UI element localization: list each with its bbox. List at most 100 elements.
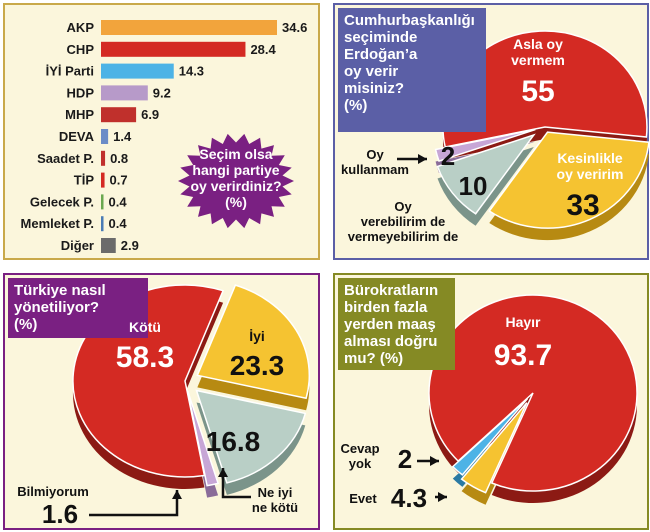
slice-value-cevapyok: 2: [398, 444, 412, 474]
panel-party-vote: AKP 34.6 CHP 28.4 İYİ Parti 14.3 HDP 9.2 MHP 6.9 D…: [3, 3, 320, 260]
pie-slice-1: [196, 284, 311, 400]
slice-label-bilmiyorum: Bilmiyorum: [17, 484, 89, 499]
slice-label-cevapyok: Cevap yok: [340, 441, 379, 471]
slice-label-oyverebilirim-line: vermeyebilirim de: [348, 229, 459, 244]
erdogan-pie-chart: Cumhurbaşkanlığı seçiminde Erdoğan’a oy ver…: [338, 8, 650, 244]
slice-label-kesinlikle-line: Kesinlikle: [557, 150, 623, 166]
p4-box: [338, 278, 455, 370]
bar-value-label: 9.2: [153, 85, 171, 100]
panel-governance: Türkiye nasıl yönetiliyor? (%) Kötü 58.3 İyi 2…: [3, 273, 320, 530]
bar-category-label: TİP: [74, 173, 95, 188]
bar-1: [101, 41, 246, 57]
slice-value-neiyi: 16.8: [206, 426, 261, 457]
callout-arrow-evet-head: [438, 492, 447, 502]
slice-label-asla: Asla oy vermem: [511, 36, 565, 68]
bar-value-label: 0.4: [109, 194, 128, 209]
question-starburst-badge: [178, 133, 294, 229]
slice-label-oyverebilirim-line: Oy: [394, 199, 412, 214]
bar-2: [101, 63, 174, 79]
callout-arrow-oykullanmam-head: [418, 154, 427, 164]
slice-label-oykullanmam: Oy kullanmam: [341, 147, 409, 177]
p2-title-line: oy verir: [344, 63, 398, 80]
pie-slice-1: [460, 402, 528, 494]
panel-bureaucrats: Bürokratların birden fazla yerden maaş alma…: [333, 273, 649, 530]
pie-slice-2: [195, 389, 307, 484]
pie-slice-2: [436, 133, 536, 215]
bar-category-label: Memleket P.: [21, 216, 94, 231]
badge-question-text-line: oy verirdiniz?: [190, 178, 281, 194]
pie-slice-0: [428, 294, 638, 492]
bar-7: [101, 172, 105, 188]
p2-title-line: (%): [344, 97, 367, 114]
badge-question-text: Seçim olsa hangi partiye oy verirdiniz? (%): [190, 146, 281, 210]
bar-category-label: Saadet P.: [37, 151, 94, 166]
panel-erdogan-vote: Cumhurbaşkanlığı seçiminde Erdoğan’a oy ver…: [333, 3, 650, 260]
slice-label-neiyi-line: Ne iyi: [258, 485, 293, 500]
p4-title-line: alması doğru: [344, 333, 437, 350]
slice-label-evet: Evet: [349, 491, 377, 506]
bureaucrats-pie-chart: Bürokratların birden fazla yerden maaş alma…: [338, 278, 638, 513]
slice-label-kesinlikle: Kesinlikle oy veririm: [557, 150, 624, 182]
bar-5: [101, 129, 109, 144]
governance-pie-chart: Türkiye nasıl yönetiliyor? (%) Kötü 58.3 İyi 2…: [8, 278, 311, 529]
bar-category-label: AKP: [67, 20, 95, 35]
p2-title-line: misiniz?: [344, 80, 404, 97]
bar-3: [101, 85, 148, 101]
bar-10: [101, 238, 116, 253]
slice-label-oyverebilirim-line: verebilirim de: [361, 214, 446, 229]
bar-value-label: 0.4: [109, 216, 128, 231]
slice-value-bilmiyorum: 1.6: [42, 499, 78, 529]
slice-label-oykullanmam-line: kullanmam: [341, 162, 409, 177]
p3-box: [8, 278, 148, 338]
bar-category-label: Diğer: [61, 238, 94, 253]
bar-value-label: 0.7: [110, 173, 128, 188]
bar-value-label: 28.4: [250, 42, 276, 57]
p3-title-line: yönetiliyor?: [14, 299, 99, 316]
slice-value-kotu: 58.3: [116, 341, 174, 374]
bar-value-label: 6.9: [141, 107, 159, 122]
slice-label-cevapyok-line: Cevap: [340, 441, 379, 456]
slice-label-oykullanmam-line: Oy: [366, 147, 384, 162]
bar-6: [101, 150, 106, 166]
badge-question-text-line: Seçim olsa: [199, 146, 272, 162]
slice-label-hayir: Hayır: [505, 314, 541, 330]
callout-arrow-neiyi-head: [218, 468, 228, 477]
bar-0: [101, 20, 277, 35]
p4-title-line: mu? (%): [344, 350, 403, 367]
bar-value-label: 34.6: [282, 20, 307, 35]
bar-category-label: İYİ Parti: [46, 64, 94, 79]
bar-9: [101, 216, 104, 232]
slice-value-hayir: 93.7: [494, 339, 552, 372]
bar-8: [101, 194, 104, 210]
slice-value-oyverebilirim: 10: [459, 171, 488, 201]
bar-4: [101, 107, 137, 123]
bar-category-label: MHP: [65, 107, 94, 122]
bar-value-label: 1.4: [113, 129, 132, 144]
bar-value-label: 14.3: [179, 64, 204, 79]
slice-label-asla-line: Asla oy: [513, 36, 563, 52]
pie-slice-3: [186, 390, 220, 487]
slice-value-iyi: 23.3: [230, 350, 285, 381]
p3-title: Türkiye nasıl yönetiliyor? (%): [14, 282, 106, 333]
slice-label-neiyi: Ne iyi ne kötü: [252, 485, 298, 515]
bar-category-label: Gelecek P.: [30, 194, 94, 209]
slice-value-kesinlikle: 33: [566, 189, 599, 222]
p2-title-line: Cumhurbaşkanlığı: [344, 12, 475, 29]
pie-slice-1: [488, 131, 650, 229]
p2-box: [338, 8, 486, 132]
p2-title: Cumhurbaşkanlığı seçiminde Erdoğan’a oy ver…: [344, 12, 475, 114]
bar-category-label: CHP: [67, 42, 95, 57]
callout-arrow-neiyi: [221, 468, 251, 499]
p2-title-line: seçiminde: [344, 29, 417, 46]
p3-title-line: Türkiye nasıl: [14, 282, 106, 299]
slice-label-asla-line: vermem: [511, 52, 565, 68]
callout-arrow-bilmiyorum: [89, 490, 179, 517]
callout-arrow-bilmiyorum-head: [172, 490, 182, 499]
p2-title-line: Erdoğan’a: [344, 46, 418, 63]
p4-title-line: Bürokratların: [344, 282, 438, 299]
slice-label-cevapyok-line: yok: [349, 456, 372, 471]
party-bar-chart: AKP 34.6 CHP 28.4 İYİ Parti 14.3 HDP 9.2 MHP 6.9 D…: [21, 20, 307, 253]
bar-category-label: DEVA: [59, 129, 95, 144]
slice-label-kotu: Kötü: [129, 319, 161, 335]
callout-arrow-cevapyok-head: [430, 456, 439, 466]
